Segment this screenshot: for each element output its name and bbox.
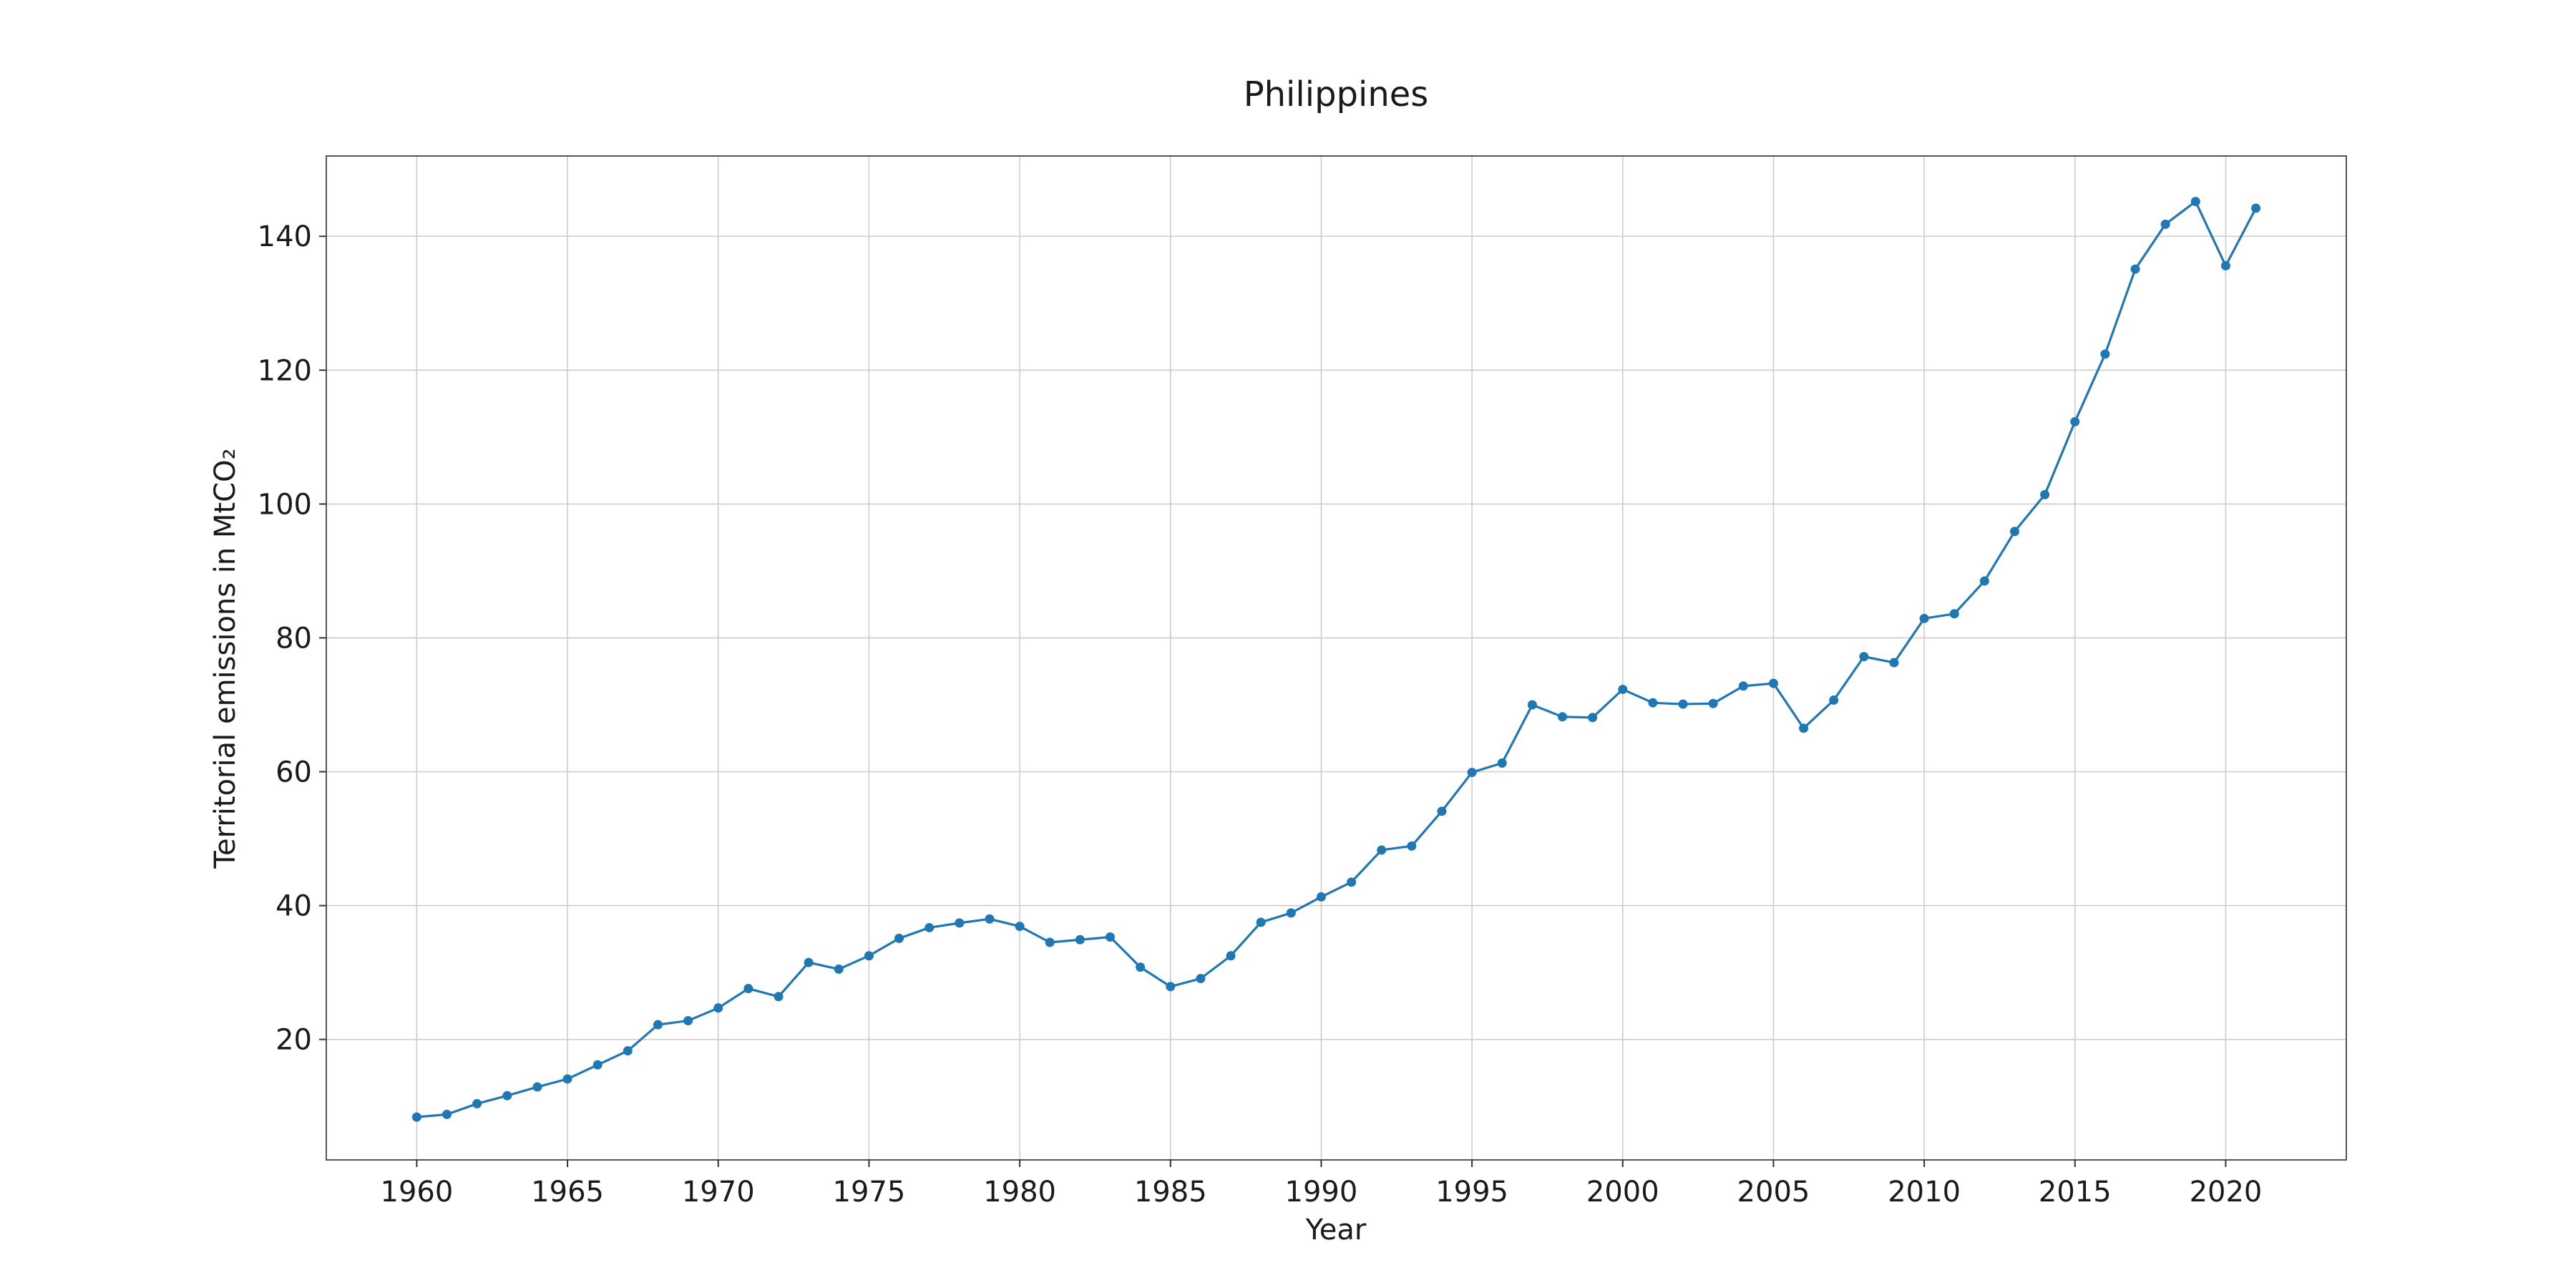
data-point: [2070, 416, 2080, 426]
data-point: [532, 1082, 542, 1092]
y-tick-label: 40: [275, 890, 312, 923]
x-tick-label: 1975: [833, 1176, 906, 1209]
data-point: [834, 964, 844, 974]
x-tick-label: 1965: [531, 1176, 604, 1209]
x-tick-label: 1990: [1285, 1176, 1358, 1209]
y-tick-label: 80: [275, 622, 312, 655]
data-point: [1588, 713, 1598, 723]
data-point: [1919, 613, 1929, 623]
data-point: [1347, 877, 1357, 887]
data-point: [2100, 349, 2110, 359]
series-layer: [411, 197, 2261, 1122]
data-point: [1527, 700, 1537, 710]
data-point: [1196, 974, 1206, 984]
y-axis-ticks: 20 40 60 80 100 120 140: [258, 220, 326, 1057]
x-tick-label: 2010: [1888, 1176, 1961, 1209]
y-tick-label: 20: [275, 1024, 312, 1057]
x-tick-label: 1980: [983, 1176, 1056, 1209]
data-point: [1286, 908, 1296, 918]
data-point: [1166, 982, 1176, 992]
data-point: [1467, 767, 1477, 777]
data-point: [1045, 937, 1055, 947]
x-axis-label: Year: [1305, 1214, 1367, 1246]
data-point: [1558, 712, 1568, 722]
data-point: [2010, 527, 2020, 537]
x-tick-label: 2015: [2039, 1176, 2112, 1209]
data-point: [1618, 684, 1628, 694]
data-point: [1889, 658, 1899, 668]
data-point: [562, 1074, 572, 1084]
x-tick-label: 1995: [1435, 1176, 1508, 1209]
data-point: [2251, 203, 2261, 213]
data-point: [442, 1109, 452, 1119]
data-point: [2220, 260, 2230, 270]
data-point: [1768, 678, 1778, 688]
data-point: [2190, 197, 2200, 207]
data-point: [1829, 695, 1839, 705]
data-point: [1377, 845, 1387, 855]
data-point: [1738, 681, 1748, 691]
x-tick-label: 2020: [2190, 1176, 2263, 1209]
data-point: [683, 1015, 693, 1025]
data-point: [1497, 758, 1507, 768]
data-point: [1316, 892, 1326, 902]
data-point: [1256, 917, 1266, 927]
x-tick-label: 2000: [1586, 1176, 1659, 1209]
x-tick-label: 1985: [1134, 1176, 1207, 1209]
grid-x: [416, 156, 2227, 1160]
data-point: [894, 933, 904, 943]
data-point: [623, 1046, 633, 1056]
y-tick-label: 140: [258, 220, 312, 253]
data-point: [743, 984, 753, 994]
data-point: [1136, 962, 1146, 972]
data-point: [502, 1091, 512, 1101]
data-point: [1105, 932, 1115, 942]
data-point: [1949, 609, 1959, 619]
data-point: [713, 1003, 723, 1013]
y-axis-label: Territorial emissions in MtCO₂: [209, 448, 242, 869]
y-tick-label: 60: [275, 756, 312, 789]
plot-frame: [326, 155, 2347, 1161]
data-point: [2040, 489, 2050, 499]
data-point: [804, 957, 814, 967]
data-point: [472, 1098, 482, 1108]
data-point: [592, 1060, 602, 1070]
x-tick-label: 1970: [682, 1176, 755, 1209]
data-point: [1799, 723, 1809, 733]
x-tick-label: 1960: [381, 1176, 454, 1209]
data-point: [864, 951, 874, 961]
data-point: [1437, 806, 1447, 816]
data-point: [1226, 951, 1236, 961]
series-line: [416, 200, 2258, 1118]
y-tick-label: 100: [258, 488, 312, 521]
data-point: [1075, 935, 1085, 945]
data-point: [2160, 219, 2170, 229]
data-point: [1979, 576, 1989, 586]
data-point: [1648, 698, 1658, 708]
grid-y: [326, 235, 2346, 1040]
x-tick-label: 2005: [1737, 1176, 1810, 1209]
data-point: [774, 992, 784, 1002]
data-point: [924, 922, 935, 932]
y-tick-label: 120: [258, 354, 312, 387]
chart-title: Philippines: [1244, 74, 1429, 114]
data-point: [1678, 699, 1688, 709]
data-point: [653, 1020, 663, 1030]
data-point: [411, 1112, 421, 1122]
data-point: [2130, 264, 2140, 274]
x-axis-ticks: 1960 1965 1970 1975 1980 1985 1990 1995 2000 2005…: [381, 1160, 2263, 1209]
data-point: [1407, 841, 1417, 851]
data-point: [1708, 698, 1718, 708]
data-point: [955, 918, 965, 928]
data-point: [985, 914, 995, 924]
data-point: [1859, 652, 1869, 662]
data-point: [1015, 922, 1025, 932]
